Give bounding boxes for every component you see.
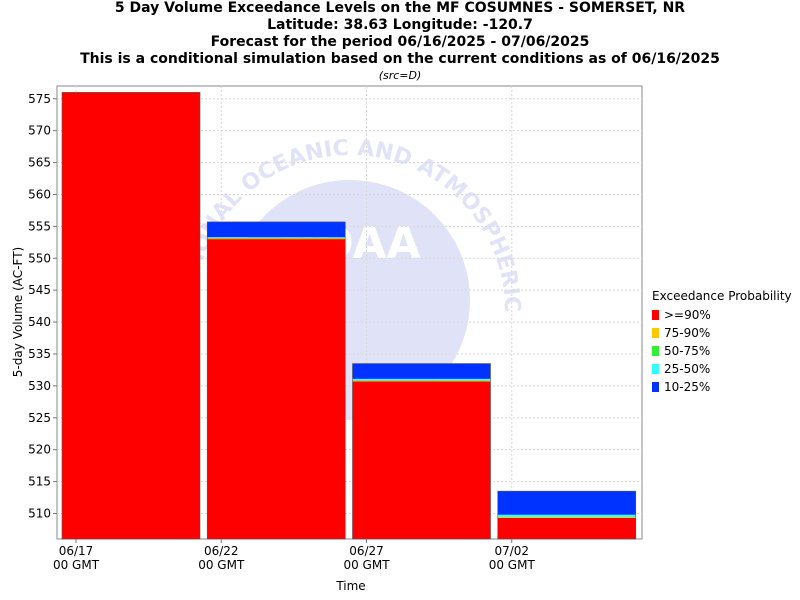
legend-label: >=90% [664,308,711,322]
y-tick-label: 560 [28,187,51,201]
legend-item: 10-25% [652,378,792,396]
bar-segment-90 [207,239,346,539]
y-tick-label: 570 [28,124,51,138]
legend-item: >=90% [652,306,792,324]
bar-segment-75-90 [352,380,491,382]
y-tick-label: 540 [28,315,51,329]
bar-outline [352,363,491,540]
x-axis-label: Time [335,579,365,593]
x-tick-label-date: 07/02 [494,544,529,558]
x-tick-label-gmt: 00 GMT [198,558,245,572]
source-note: (src=D) [378,69,422,82]
y-tick-label: 550 [28,251,51,265]
bar-outline [206,221,346,540]
bar-segment-10-25 [352,363,491,379]
bar-segment-50-75 [352,380,491,381]
x-tick-label-date: 06/27 [349,544,384,558]
x-tick-label-date: 06/17 [59,544,94,558]
period-subtitle: Forecast for the period 06/16/2025 - 07/… [210,34,590,50]
bar-segment-90 [497,517,636,539]
y-tick-label: 565 [28,156,51,170]
x-tick-label-gmt: 00 GMT [343,558,390,572]
bar-outline [61,92,201,540]
y-tick-label: 520 [28,443,51,457]
legend-label: 50-75% [664,344,711,358]
bar-segment-50-75 [497,516,636,518]
y-tick-label: 530 [28,379,51,393]
legend-item: 75-90% [652,324,792,342]
legend-title: Exceedance Probability [652,289,792,303]
legend-item: 25-50% [652,360,792,378]
legend-swatch [652,310,659,320]
bar-outline [497,490,637,540]
location-subtitle: Latitude: 38.63 Longitude: -120.7 [267,17,533,33]
bar-segment-25-50 [352,378,491,381]
bars-layer [61,92,637,540]
y-tick-label: 555 [28,219,51,233]
legend: Exceedance Probability >=90% 75-90% 50-75%… [652,289,792,396]
bar-segment-90 [352,381,491,539]
legend-swatch [652,364,659,374]
legend-label: 10-25% [664,380,711,394]
legend-label: 75-90% [664,326,711,340]
bar-segment-90 [62,92,200,539]
y-axis-label: 5-day Volume (AC-FT) [11,247,25,377]
y-tick-label: 510 [28,506,51,520]
bar-segment-50-75 [207,237,346,239]
legend-swatch [652,346,659,356]
x-tick-label-gmt: 00 GMT [53,558,100,572]
bar-segment-25-50 [497,514,636,517]
x-tick-label-date: 06/22 [204,544,239,558]
legend-item: 50-75% [652,342,792,360]
y-tick-label: 545 [28,283,51,297]
bar-segment-25-50 [207,237,346,238]
bar-segment-75-90 [497,517,636,518]
legend-swatch [652,382,659,392]
legend-items: >=90% 75-90% 50-75% 25-50% 10-25% [652,306,792,396]
legend-label: 25-50% [664,362,711,376]
y-tick-label: 535 [28,347,51,361]
y-tick-label: 575 [28,92,51,106]
legend-swatch [652,328,659,338]
condition-subtitle: This is a conditional simulation based o… [80,51,720,67]
chart-title: 5 Day Volume Exceedance Levels on the MF… [114,0,686,16]
bar-segment-10-25 [207,221,346,238]
chart-titles: 5 Day Volume Exceedance Levels on the MF… [0,0,800,83]
y-tick-label: 525 [28,411,51,425]
x-tick-label-gmt: 00 GMT [489,558,536,572]
y-tick-label: 515 [28,475,51,489]
bar-segment-10-25 [497,491,636,515]
bar-segment-75-90 [207,238,346,240]
y-axis: 510 515 520 525 530 535 540 545 550 555 560 565 570 5… [28,92,57,520]
